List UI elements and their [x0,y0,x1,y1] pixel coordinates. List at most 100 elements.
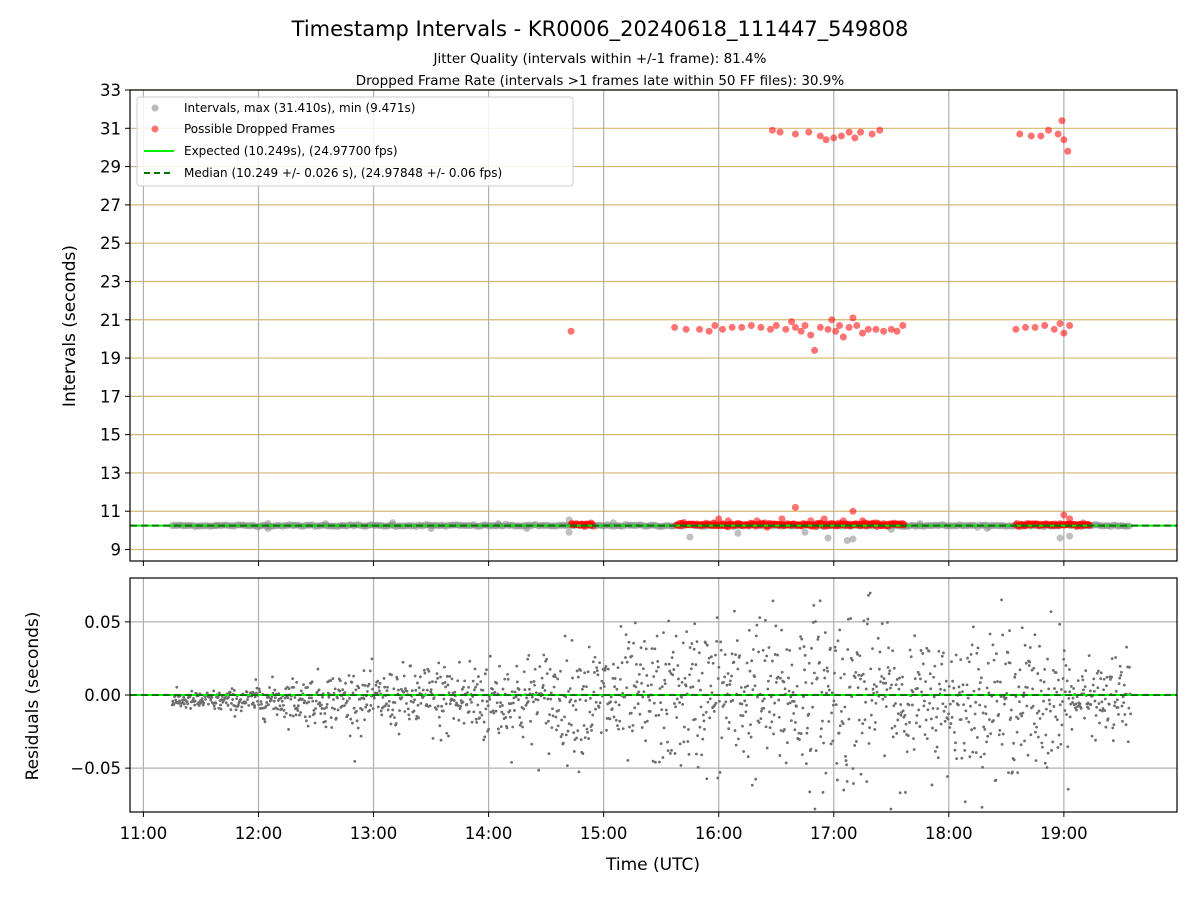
residual-point [625,660,629,664]
residual-point [987,691,991,695]
residual-point [810,681,814,685]
residual-point [930,783,934,787]
residual-point [1068,668,1071,671]
dropped-frame-point [682,325,690,333]
residual-point [626,647,630,650]
residual-point [307,700,311,704]
residual-point [303,699,307,703]
residual-point [812,603,816,607]
residual-point [589,696,592,700]
residual-point [1047,687,1051,691]
residual-point [640,726,644,729]
residual-point [849,617,853,620]
residual-point [659,742,663,745]
residual-point [889,807,893,811]
residuals-y-tick-label: 0.00 [84,686,121,705]
chart-title: Timestamp Intervals - KR0006_20240618_11… [291,17,909,42]
residual-point [330,726,334,729]
residual-point [352,706,356,710]
residual-point [777,715,781,719]
residual-point [1026,753,1030,757]
residual-point [1118,676,1122,680]
residual-point [341,688,345,692]
residual-point [349,717,353,721]
residual-point [1000,743,1004,746]
residual-point [616,724,619,728]
dropped-frame-point [1041,322,1049,329]
residual-point [560,718,564,722]
residual-point [971,625,975,629]
residual-point [466,691,469,694]
residual-point [643,639,646,643]
residual-point [812,671,816,675]
interval-point [609,519,617,527]
residual-point [1042,699,1045,703]
dropped-frame-point [832,327,840,335]
residual-point [568,700,572,704]
residual-point [534,698,538,701]
residual-point [829,646,832,650]
residual-point [247,704,251,707]
residual-point [867,742,871,745]
residual-point [931,706,935,710]
residual-point [888,686,892,690]
residual-point [1093,699,1097,703]
residual-point [314,699,318,703]
residual-point [894,683,898,687]
residual-point [324,720,327,723]
residual-point [1117,682,1121,685]
residual-point [246,698,249,701]
residual-point [515,664,519,668]
residual-point [618,678,622,681]
residual-point [513,709,516,712]
residual-point [1122,683,1126,687]
residual-point [344,701,348,705]
residual-point [947,712,951,716]
residual-point [345,699,349,703]
residual-point [1095,705,1099,709]
residual-point [919,649,923,652]
residual-point [818,599,822,603]
residual-point [1094,738,1097,742]
interval-point [427,524,435,532]
residual-point [809,747,813,751]
residual-point [898,791,902,795]
residual-point [327,695,331,699]
residual-point [564,733,568,737]
residual-point [808,790,812,794]
residual-point [928,701,932,705]
interval-point [1056,534,1064,542]
residual-point [574,699,577,703]
residual-point [924,718,928,722]
residual-point [768,710,771,714]
residual-point [691,662,694,666]
residual-point [1099,671,1103,675]
residual-point [542,696,546,700]
residual-point [402,674,406,678]
residual-point [226,703,230,707]
residual-point [733,609,736,613]
residual-point [624,656,627,659]
residual-point [1046,751,1050,755]
residual-point [1004,696,1008,700]
residual-point [492,711,496,715]
residual-point [313,721,317,725]
residual-point [1039,678,1043,682]
residual-point [470,720,474,724]
residual-point [352,674,355,678]
residual-point [480,713,484,717]
residual-point [182,695,186,699]
residual-point [766,679,770,683]
residual-point [178,699,182,703]
intervals-y-tick-label: 13 [100,464,121,483]
residual-point [697,679,701,683]
residual-point [549,697,553,701]
residual-point [762,697,766,701]
residual-point [499,701,503,705]
residual-point [462,721,466,725]
residual-point [869,713,873,717]
residual-point [1018,668,1022,672]
residual-point [255,686,259,690]
residual-point [435,672,439,676]
residual-point [325,706,328,709]
